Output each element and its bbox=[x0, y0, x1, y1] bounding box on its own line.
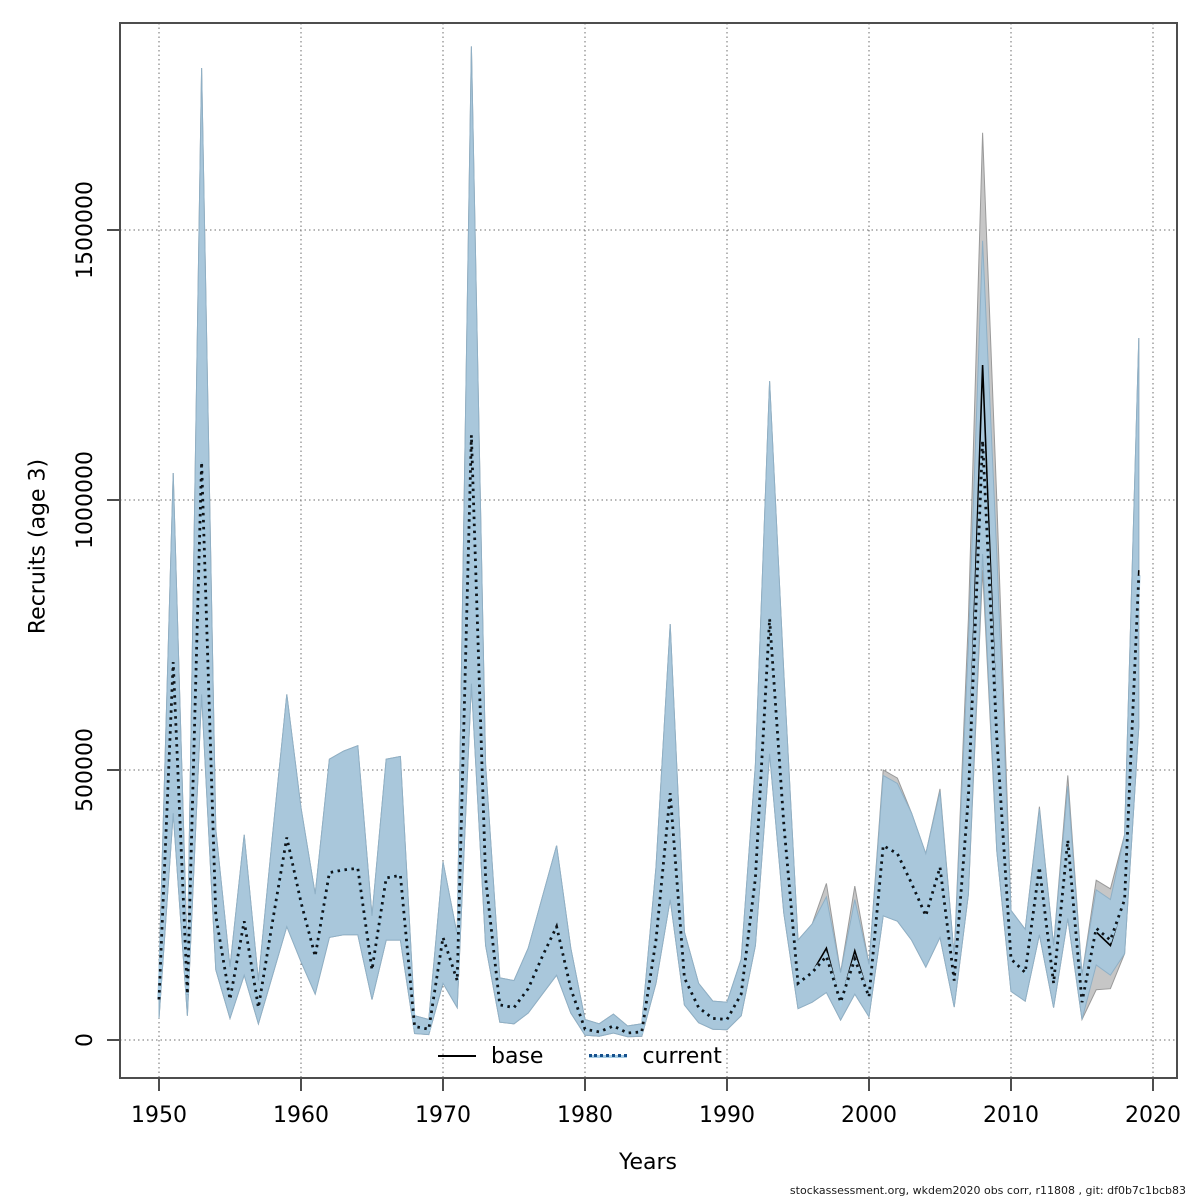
x-tick-label: 1970 bbox=[415, 1103, 471, 1128]
y-tick-label: 500000 bbox=[73, 728, 98, 812]
x-tick-label: 2020 bbox=[1125, 1103, 1181, 1128]
legend: base current bbox=[438, 1041, 722, 1071]
plot-source-footnote: stockassessment.org, wkdem2020 obs corr,… bbox=[789, 1184, 1186, 1197]
legend-item-current: current bbox=[589, 1043, 722, 1069]
axes: 1950 1960 1970 1980 1990 2000 2010 2020 0 500000 1… bbox=[73, 181, 1181, 1128]
x-tick-label: 1960 bbox=[273, 1103, 329, 1128]
x-tick-label: 2010 bbox=[983, 1103, 1039, 1128]
current-line-sample-icon bbox=[589, 1053, 628, 1058]
base-line-sample-icon bbox=[438, 1055, 476, 1057]
current-confidence-band bbox=[158, 46, 1140, 1038]
legend-label-current: current bbox=[642, 1043, 722, 1069]
plot-border bbox=[119, 22, 1178, 1079]
x-tick-label: 2000 bbox=[841, 1103, 897, 1128]
y-tick-label: 1000000 bbox=[73, 451, 98, 549]
y-tick-label: 1500000 bbox=[73, 181, 98, 279]
y-axis-label: Recruits (age 3) bbox=[25, 458, 51, 635]
y-tick-label: 0 bbox=[73, 1033, 98, 1047]
legend-label-base: base bbox=[491, 1043, 544, 1069]
current-mean-line bbox=[157, 435, 1141, 1035]
x-tick-label: 1950 bbox=[131, 1103, 187, 1128]
x-tick-label: 1990 bbox=[699, 1103, 755, 1128]
x-tick-label: 1980 bbox=[557, 1103, 613, 1128]
x-axis-label: Years bbox=[618, 1150, 678, 1175]
gridlines bbox=[120, 23, 1177, 1078]
legend-item-base: base bbox=[438, 1044, 543, 1069]
